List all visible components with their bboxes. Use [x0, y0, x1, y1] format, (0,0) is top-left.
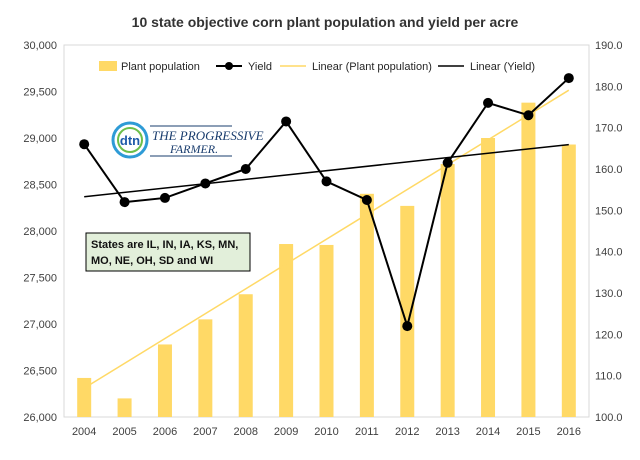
x-tick-label: 2010 — [314, 426, 338, 438]
right-tick-label: 130.0 — [595, 288, 623, 300]
legend-label-linear-plant-population: Linear (Plant population) — [312, 61, 432, 73]
bar-plant-population — [561, 144, 576, 417]
right-tick-label: 120.0 — [595, 329, 623, 341]
right-tick-label: 100.0 — [595, 412, 623, 424]
yield-point — [361, 195, 372, 205]
bar-plant-population — [359, 193, 374, 417]
left-tick-label: 30,000 — [23, 40, 57, 52]
yield-point — [442, 157, 453, 168]
left-tick-label: 29,000 — [23, 133, 57, 145]
bar-plant-population — [198, 319, 213, 417]
yield-point — [159, 192, 170, 203]
x-tick-label: 2012 — [395, 426, 419, 438]
bar-plant-population — [481, 138, 496, 417]
left-axis: 26,000 26,500 27,000 27,500 28,000 28,500 29,0… — [23, 40, 57, 424]
legend: Plant population Yield Linear (Plant pop… — [99, 61, 535, 73]
dtn-progressive-farmer-logo: dtn THE PROGRESSIVE FARMER. — [111, 121, 264, 159]
legend-swatch-yield-marker — [225, 62, 233, 70]
trendline-yield — [84, 143, 569, 198]
yield-series — [79, 73, 574, 332]
x-tick-label: 2009 — [274, 426, 298, 438]
x-tick-label: 2005 — [112, 426, 136, 438]
logo-line-1: THE PROGRESSIVE — [152, 128, 264, 143]
states-note-line-2: MO, NE, OH, SD and WI — [91, 255, 213, 267]
right-axis: 100.0 110.0 120.0 130.0 140.0 150.0 160.0 170.0… — [595, 40, 623, 424]
x-tick-label: 2013 — [435, 426, 459, 438]
left-tick-label: 27,500 — [23, 273, 57, 285]
left-tick-label: 29,500 — [23, 87, 57, 99]
states-note: States are IL, IN, IA, KS, MN, MO, NE, O… — [85, 232, 251, 272]
logo-badge-text: dtn — [120, 133, 140, 148]
bar-plant-population — [440, 164, 455, 417]
right-tick-label: 150.0 — [595, 205, 623, 217]
left-tick-label: 28,500 — [23, 180, 57, 192]
legend-label-linear-yield: Linear (Yield) — [470, 61, 535, 73]
x-axis: 2004 2005 2006 2007 2008 2009 2010 2011 2012 2013… — [72, 426, 581, 438]
right-tick-label: 110.0 — [595, 371, 622, 383]
left-tick-label: 26,500 — [23, 366, 57, 378]
x-tick-label: 2008 — [233, 426, 257, 438]
yield-point — [281, 116, 292, 127]
x-tick-label: 2004 — [72, 426, 96, 438]
bar-plant-population — [521, 102, 536, 417]
trendline-plant-population — [83, 89, 570, 389]
right-tick-label: 170.0 — [595, 123, 623, 135]
left-tick-label: 28,000 — [23, 226, 57, 238]
bar-plant-population — [77, 377, 92, 417]
left-tick-label: 26,000 — [23, 412, 57, 424]
yield-point — [200, 178, 211, 189]
right-tick-label: 190.0 — [595, 40, 623, 52]
legend-label-yield: Yield — [248, 61, 272, 73]
chart-title: 10 state objective corn plant population… — [132, 14, 519, 30]
logo-badge-ring — [117, 127, 143, 153]
left-tick-label: 27,000 — [23, 319, 57, 331]
bar-plant-population — [319, 244, 334, 417]
yield-point — [523, 110, 534, 121]
x-tick-label: 2014 — [476, 426, 500, 438]
bar-plant-population — [157, 344, 172, 417]
states-note-line-1: States are IL, IN, IA, KS, MN, — [91, 239, 238, 251]
legend-swatch-plant-population — [99, 61, 117, 71]
bar-plant-population — [117, 398, 132, 417]
yield-point — [79, 139, 90, 150]
right-tick-label: 180.0 — [595, 81, 623, 93]
states-note-box — [85, 232, 251, 272]
logo-line-2: FARMER. — [169, 142, 218, 156]
yield-point — [402, 321, 413, 332]
yield-point — [563, 73, 574, 84]
trendlines — [83, 89, 570, 389]
yield-point — [240, 164, 251, 174]
x-tick-label: 2006 — [153, 426, 177, 438]
legend-label-plant-population: Plant population — [121, 61, 200, 73]
yield-point — [483, 97, 494, 108]
bar-plant-population — [279, 244, 294, 417]
bar-plant-population — [400, 205, 415, 417]
x-tick-label: 2011 — [355, 426, 379, 438]
yield-point — [119, 197, 130, 208]
yield-point — [321, 176, 332, 187]
plant-population-bars — [77, 102, 576, 417]
bar-plant-population — [238, 294, 253, 417]
x-tick-label: 2007 — [193, 426, 217, 438]
x-tick-label: 2016 — [557, 426, 581, 438]
x-tick-label: 2015 — [516, 426, 540, 438]
right-tick-label: 140.0 — [595, 247, 623, 259]
right-tick-label: 160.0 — [595, 164, 623, 176]
